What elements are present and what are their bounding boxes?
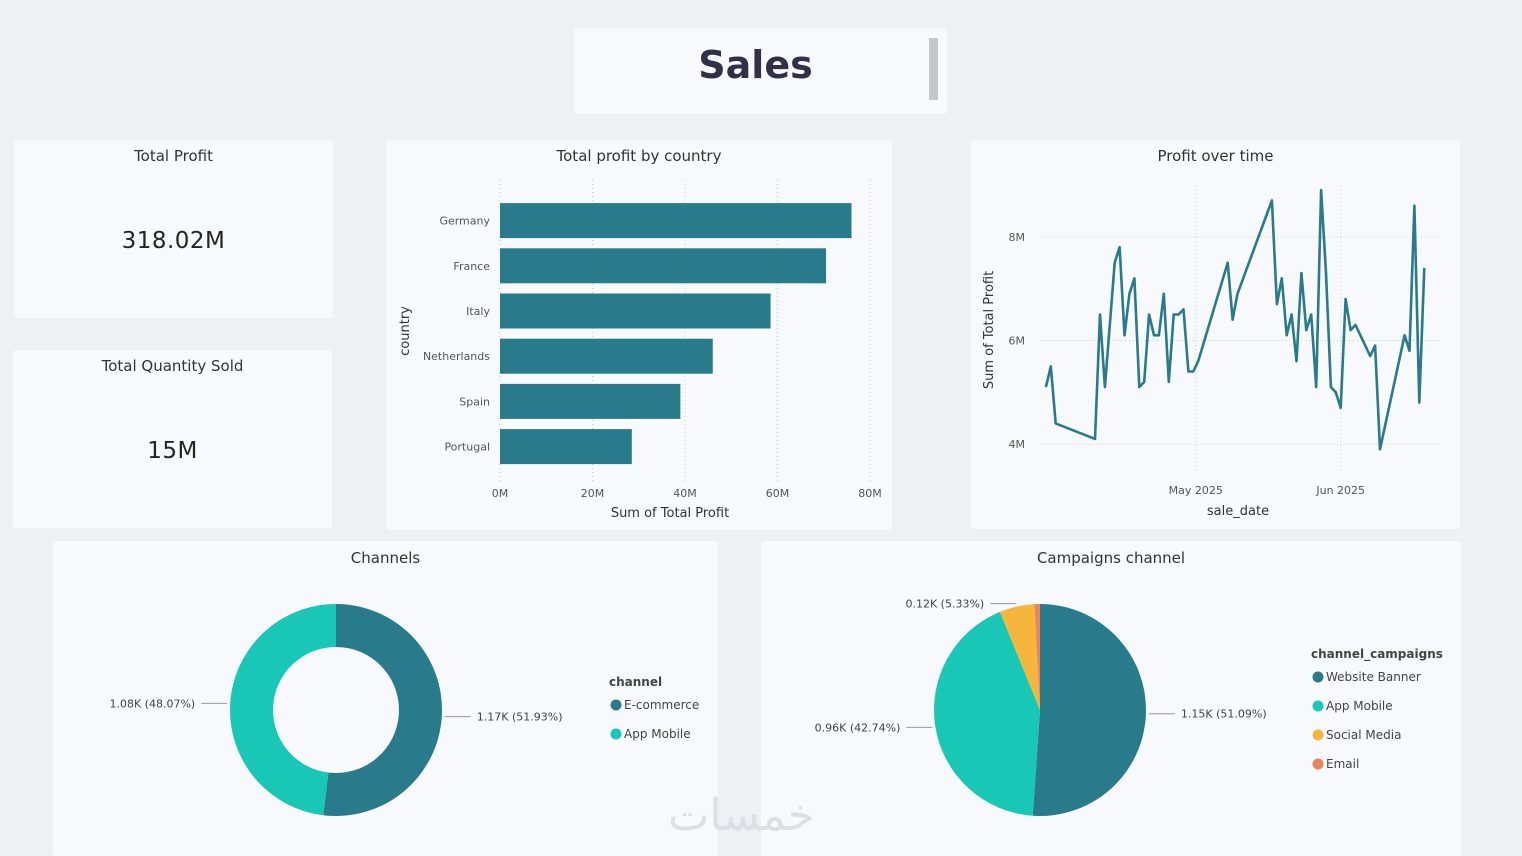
bar: [500, 383, 681, 419]
legend-title: channel: [609, 675, 662, 689]
pie-slice: [999, 604, 1040, 710]
y-tick-label: Netherlands: [423, 350, 490, 363]
channels-chart: 1.17K (51.93%) 1.08K (48.07%) channel E-com…: [109, 604, 699, 816]
page-title: Sales: [698, 43, 813, 87]
x-axis-title: Sum of Total Profit: [611, 506, 729, 521]
pie-slice: [1034, 604, 1040, 710]
kpi-total-quantity-card: Total Quantity Sold 15M: [13, 350, 332, 528]
profit-over-time-card: Profit over time 4M 6M 8M May 2025 Jun 2025 s…: [971, 140, 1460, 529]
series-line: [1044, 188, 1426, 451]
y-tick-label: 6M: [1009, 334, 1026, 347]
x-tick-label: 40M: [673, 487, 697, 500]
profit-by-country-chart: 0M 20M 40M 60M 80M Germany France Italy Netherla…: [398, 180, 882, 521]
kpi-total-profit-card: Total Profit 318.02M: [14, 140, 333, 318]
x-tick-label: 80M: [858, 487, 882, 500]
legend-marker: [610, 699, 622, 711]
title-scrollbar[interactable]: [929, 38, 938, 100]
bar: [500, 293, 771, 329]
watermark-logo: خمسات: [668, 790, 815, 841]
legend-marker: [610, 728, 622, 740]
x-tick-label: 20M: [581, 487, 605, 500]
x-axis-title: sale_date: [1207, 504, 1269, 519]
y-tick-label: 4M: [1009, 438, 1026, 451]
campaigns-channel-chart: 1.15K (51.09%) 0.96K (42.74%) 0.12K (5.33%…: [815, 598, 1443, 816]
x-tick-label: 0M: [492, 487, 509, 500]
y-tick-label: 8M: [1009, 231, 1026, 244]
pie-slice: [323, 604, 443, 816]
kpi-total-quantity-value: 15M: [147, 438, 198, 464]
kpi-total-profit-label: Total Profit: [134, 147, 213, 165]
legend-marker: [1312, 671, 1324, 683]
bar: [500, 429, 632, 465]
data-label: 0.96K (42.74%): [815, 721, 901, 734]
legend-title: channel_campaigns: [1311, 647, 1443, 662]
legend-label: App Mobile: [1326, 699, 1393, 713]
y-axis-title: country: [398, 306, 413, 356]
y-tick-label: Germany: [439, 215, 490, 228]
pie-slice: [230, 604, 336, 816]
y-tick-label: Portugal: [444, 441, 490, 454]
title-card: Sales: [574, 28, 947, 114]
bar-chart-title: Total profit by country: [556, 147, 722, 165]
profit-over-time-chart: 4M 6M 8M May 2025 Jun 2025 sale_date Sum of To…: [982, 185, 1439, 519]
kpi-total-quantity-label: Total Quantity Sold: [101, 357, 244, 375]
data-label: 0.12K (5.33%): [905, 598, 984, 611]
channels-title: Channels: [350, 549, 421, 567]
campaigns-title: Campaigns channel: [1036, 549, 1186, 567]
legend-label: App Mobile: [624, 727, 691, 741]
bar: [500, 248, 827, 284]
data-label: 1.08K (48.07%): [109, 697, 195, 710]
bar: [500, 338, 713, 374]
data-label: 1.17K (51.93%): [477, 711, 563, 724]
pie-slice: [1032, 604, 1147, 816]
legend-label: E-commerce: [624, 698, 699, 712]
legend-label: Email: [1326, 757, 1359, 771]
profit-by-country-card: Total profit by country 0M 20M 40M 60M 80M Ge…: [386, 140, 892, 530]
legend-label: Website Banner: [1326, 670, 1421, 684]
pie-slice: [934, 611, 1040, 816]
data-label: 1.15K (51.09%): [1181, 708, 1267, 721]
y-tick-label: France: [453, 260, 490, 273]
legend-marker: [1312, 729, 1324, 741]
x-tick-label: 60M: [766, 487, 790, 500]
campaigns-channel-card: Campaigns channel 1.15K (51.09%) 0.96K (4…: [761, 541, 1461, 856]
bar: [500, 203, 852, 239]
legend-marker: [1312, 700, 1324, 712]
x-tick-label: Jun 2025: [1315, 484, 1365, 497]
channels-card: Channels 1.17K (51.93%) 1.08K (48.07%) cha…: [53, 541, 718, 856]
line-chart-title: Profit over time: [1157, 147, 1274, 165]
y-tick-label: Spain: [459, 395, 490, 408]
x-tick-label: May 2025: [1169, 484, 1223, 497]
legend-marker: [1312, 758, 1324, 770]
y-tick-label: Italy: [466, 305, 490, 318]
y-axis-title: Sum of Total Profit: [982, 271, 997, 389]
legend-label: Social Media: [1326, 728, 1401, 742]
kpi-total-profit-value: 318.02M: [121, 228, 226, 254]
